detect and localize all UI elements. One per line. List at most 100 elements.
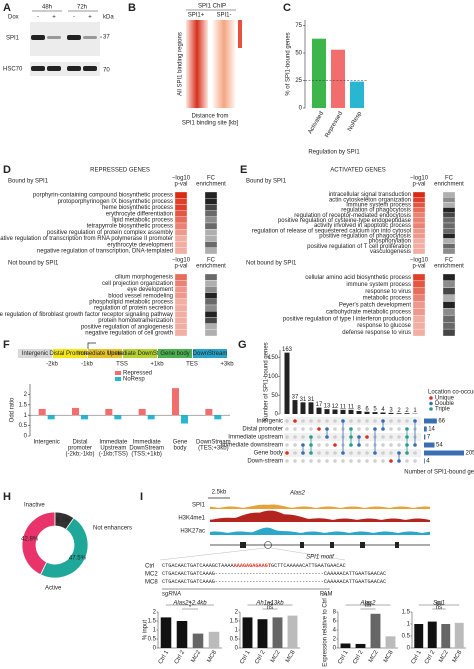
- matrix-dot: [389, 419, 393, 423]
- matrix-dot: [309, 427, 313, 431]
- sgrna-label: sgRNA: [162, 592, 181, 598]
- bar: [147, 415, 155, 420]
- value-label: 2: [397, 408, 401, 414]
- region: [88, 349, 122, 358]
- pval-cell: [174, 286, 188, 293]
- header: enrichment: [196, 182, 226, 188]
- value-label: 17: [316, 402, 323, 408]
- tss-arrow: [87, 342, 96, 349]
- matrix-dot: [365, 435, 369, 439]
- y-tick-label: 1.5: [19, 402, 28, 408]
- go-term: positive regulation of phagocytosis: [319, 233, 411, 239]
- header: enrichment: [434, 182, 464, 188]
- bar: [292, 400, 298, 414]
- group-title: Bound by SPI1: [246, 179, 287, 185]
- set-label: 7: [427, 435, 431, 441]
- pval-cell: [174, 198, 188, 205]
- header: FC: [207, 258, 216, 264]
- y-tick-label: 2: [235, 610, 239, 616]
- bar: [312, 38, 326, 109]
- pval-cell: [412, 315, 426, 323]
- y-tick-label: 2: [153, 610, 157, 616]
- bar: [350, 81, 364, 108]
- fc-cell: [442, 191, 456, 198]
- value-label: 31: [300, 397, 307, 403]
- matrix-dot: [397, 435, 401, 439]
- region: [18, 349, 52, 358]
- fc-cell: [204, 323, 218, 330]
- y-tick-label: 1.5: [230, 619, 239, 625]
- go-term: actin cytoskeleton organization: [329, 197, 411, 203]
- matrix-dot: [397, 443, 401, 447]
- matrix-dot: [381, 459, 385, 463]
- fc-cell: [204, 311, 218, 318]
- region: [123, 349, 157, 358]
- go-term: cilium morphogenesis: [115, 275, 173, 281]
- legend-dot: [429, 401, 433, 406]
- bar: [324, 409, 330, 414]
- go-term: carbohydrate metabolic process: [326, 309, 411, 315]
- pval-cell: [174, 210, 188, 217]
- pval-cell: [412, 287, 426, 295]
- fc-cell: [442, 301, 456, 309]
- track-label: SPI1: [192, 503, 206, 509]
- go-term: eye development: [127, 287, 173, 293]
- zoom-mark: [264, 541, 272, 549]
- go-term: Peyer's patch development: [339, 303, 412, 309]
- legend-label: NoResp: [123, 377, 145, 383]
- matrix-dot: [357, 427, 361, 431]
- matrix-dot: [405, 459, 409, 463]
- pval-cell: [412, 328, 426, 337]
- pval-cell: [174, 273, 188, 281]
- y-tick-label: 75: [295, 23, 302, 29]
- chip-title: SPI1 ChIP: [198, 4, 226, 10]
- matrix-dot: [285, 459, 289, 463]
- pval-cell: [174, 204, 188, 211]
- axis-label: Expression relative to Ctrl 1: [323, 593, 329, 667]
- pval-cell: [174, 229, 188, 236]
- x-tick-label: Activated: [308, 111, 326, 135]
- matrix-dot: [357, 451, 361, 455]
- go-term: activity involved in apoptotic process: [314, 223, 411, 229]
- set-bar: [424, 418, 437, 424]
- bar: [242, 617, 253, 648]
- set-label: 14: [428, 427, 435, 433]
- matrix-dot: [325, 459, 329, 463]
- header: p-val: [174, 264, 187, 270]
- exon: [330, 542, 334, 548]
- x-tick-label: promoter: [68, 446, 92, 452]
- band: [47, 36, 61, 39]
- value-label: 9.7%: [56, 518, 70, 524]
- fc-cell: [442, 197, 456, 203]
- value-label: 42.8%: [21, 537, 39, 543]
- bar: [38, 408, 46, 416]
- x-tick-label: NoResp: [347, 110, 363, 132]
- y-tick-label: 1: [24, 413, 28, 419]
- band: [67, 35, 81, 40]
- category-label: Not enhancers: [93, 526, 132, 532]
- x-tick-label: (-2kb;-1kb): [65, 452, 94, 458]
- value-label: 5: [373, 407, 377, 413]
- header: FC: [445, 176, 454, 182]
- matrix-dot: [405, 419, 409, 423]
- header: −log10: [410, 176, 429, 182]
- pval-cell: [412, 322, 426, 330]
- sig-label: ns: [267, 601, 273, 607]
- matrix-dot: [285, 435, 289, 439]
- go-term: negative regulation of cell growth: [85, 330, 173, 336]
- blot: [30, 62, 100, 76]
- pval-cell: [412, 197, 426, 203]
- matrix-dot: [285, 451, 289, 455]
- gene-label: Alas2: [289, 491, 306, 497]
- matrix-dot: [301, 459, 305, 463]
- value-label: 163: [282, 347, 293, 353]
- bar: [308, 402, 314, 414]
- y-tick-label: 0.5: [402, 634, 411, 640]
- matrix-dot: [373, 419, 377, 423]
- go-term: protein homotetramerization: [98, 318, 173, 324]
- y-tick-label: 1.5: [148, 619, 157, 625]
- fc-cell: [442, 238, 456, 244]
- fc-cell: [442, 280, 456, 288]
- x-tick-label: DownStream: [129, 446, 164, 452]
- region-label: Intergenic: [22, 351, 48, 357]
